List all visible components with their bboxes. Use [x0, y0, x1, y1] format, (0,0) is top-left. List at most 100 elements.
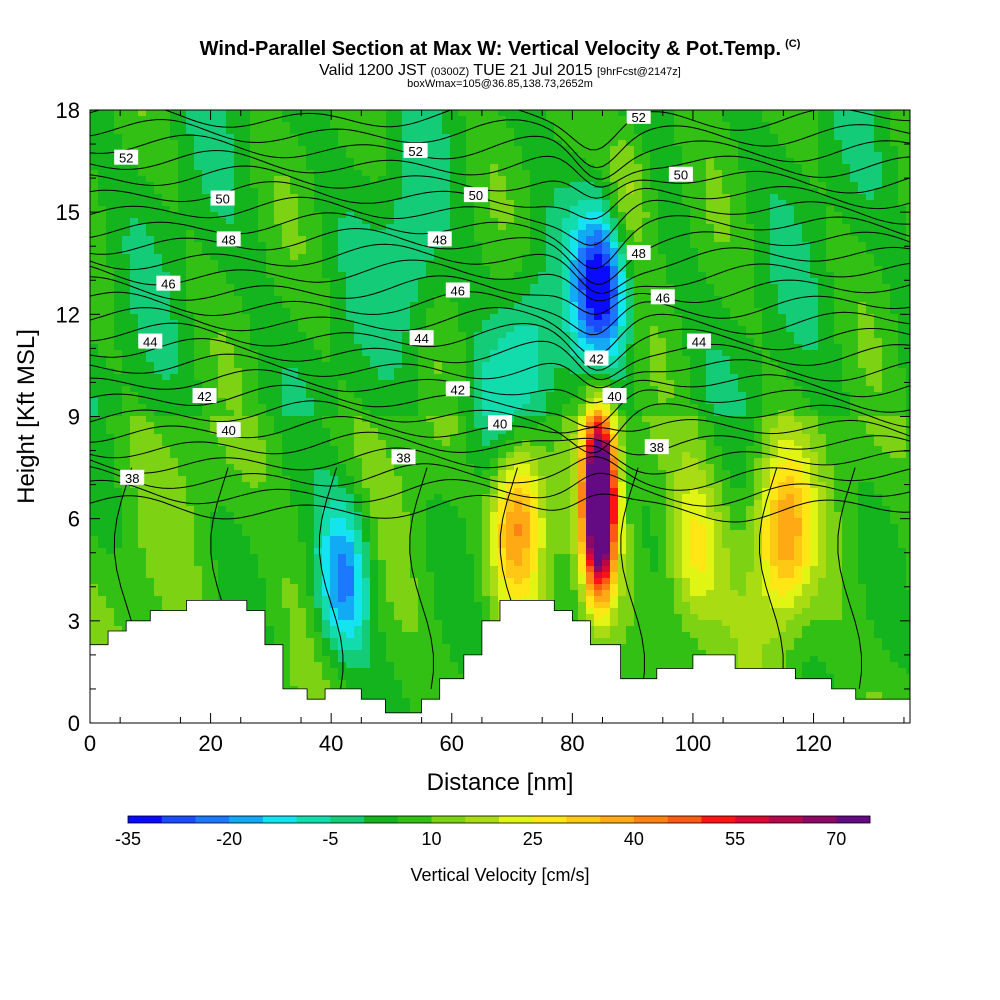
contour-label: 44: [409, 330, 434, 346]
contour-label-text: 52: [119, 151, 133, 166]
colorbar-swatch: [195, 816, 230, 823]
x-tick-label: 80: [560, 731, 584, 756]
contour-label: 52: [114, 149, 139, 166]
theta-contour-line: [90, 445, 910, 475]
colorbar-label: -5: [322, 829, 338, 849]
contour-label-text: 48: [221, 232, 235, 247]
colorbar-label: 55: [725, 829, 745, 849]
contour-label-text: 50: [469, 188, 483, 203]
theta-contour-line: [90, 118, 910, 169]
colorbar-label: 25: [523, 829, 543, 849]
colorbar-swatch: [566, 816, 601, 823]
contour-label-text: 44: [414, 331, 428, 346]
colorbar-swatch: [262, 816, 297, 823]
theta-contour-line: [90, 431, 910, 459]
theta-contour-line: [90, 275, 910, 315]
theta-contour-line: [620, 467, 645, 689]
contour-label-text: 46: [656, 290, 670, 305]
colorbar-swatch: [161, 816, 196, 823]
y-tick-label: 9: [68, 405, 80, 430]
contour-label-text: 40: [493, 416, 507, 431]
box-info: boxWmax=105@36.85,138.73,2652m: [407, 78, 593, 90]
forecast-info: [9hrFcst@2147z]: [596, 66, 681, 78]
contour-label: 50: [668, 166, 693, 183]
contour-label: 42: [584, 350, 609, 367]
contour-label-text: 46: [451, 283, 465, 298]
colorbar-border: [127, 815, 871, 824]
y-axis-title: Height [Kft MSL]: [13, 329, 40, 504]
contour-label-text: 52: [408, 144, 422, 159]
contour-label: 48: [626, 245, 651, 261]
theta-contour-line: [90, 384, 910, 428]
x-tick-label: 120: [795, 731, 832, 756]
contour-label: 48: [216, 231, 241, 247]
contour-label-text: 44: [692, 335, 706, 350]
valid-time: Valid 1200 JST: [319, 62, 427, 79]
theta-contour-line: [318, 467, 344, 689]
contour-label-text: 50: [215, 192, 229, 207]
theta-contour-line: [90, 353, 910, 389]
contour-label: 44: [138, 333, 163, 350]
theta-contour-line: [90, 322, 910, 371]
contour-label-text: 38: [396, 450, 410, 465]
contour-label-text: 52: [631, 110, 645, 125]
contour-label: 44: [686, 333, 711, 350]
contour-label: 48: [427, 231, 452, 247]
colorbar-swatch: [633, 816, 668, 823]
y-tick-label: 18: [56, 98, 80, 123]
theta-contour-line: [90, 472, 910, 507]
theta-contours: [90, 110, 910, 689]
theta-contour-line: [90, 165, 910, 199]
contour-label: 46: [445, 282, 470, 298]
valid-time-z: (0300Z): [430, 66, 470, 78]
colorbar-swatch: [364, 816, 399, 823]
theta-contour-line: [90, 291, 910, 336]
x-tick-label: 100: [675, 731, 712, 756]
contour-label: 38: [644, 439, 669, 455]
x-tick-label: 40: [319, 731, 343, 756]
colorbar-swatch: [836, 816, 871, 823]
theta-contour-line: [90, 369, 910, 404]
theta-contour-line: [90, 338, 910, 381]
colorbar-swatch: [600, 816, 635, 823]
theta-contour-line: [90, 196, 910, 246]
axes: 0 20 40 60 80 100 120 0 3 6 9 12 15 18: [56, 98, 910, 756]
theta-contour-line: [409, 467, 434, 689]
contour-label-text: 38: [125, 471, 139, 486]
contour-label: 50: [463, 187, 488, 203]
theta-contour-line: [837, 467, 863, 689]
colorbar-title: Vertical Velocity [cm/s]: [410, 865, 589, 885]
theta-contour-line: [90, 243, 910, 295]
terrain: [90, 600, 910, 723]
valid-date: TUE 21 Jul 2015: [473, 62, 593, 79]
contour-label: 40: [488, 415, 512, 431]
contour-label-text: 40: [221, 423, 235, 438]
theta-contour-line: [90, 307, 910, 356]
x-tick-label: 60: [440, 731, 464, 756]
colorbar-label: -20: [216, 829, 242, 849]
chart-title: Wind-Parallel Section at Max W: Vertical…: [0, 38, 1000, 61]
contour-label: 52: [403, 142, 428, 159]
contour-label-text: 48: [631, 246, 645, 261]
contour-label: 38: [391, 449, 416, 465]
colorbar-swatch: [431, 816, 466, 823]
contour-label-text: 50: [674, 168, 688, 183]
y-tick-label: 15: [56, 200, 80, 225]
contour-label: 50: [210, 190, 235, 207]
chart-subtitle: Valid 1200 JST (0300Z) TUE 21 Jul 2015 […: [0, 62, 1000, 80]
contour-label-text: 42: [197, 389, 211, 404]
theta-contour-line: [90, 493, 910, 523]
colorbar-swatch: [499, 816, 534, 823]
contour-label-text: 40: [607, 389, 621, 404]
colorbar-swatch: [465, 816, 500, 823]
x-tick-label: 20: [198, 731, 222, 756]
contour-label: 38: [120, 469, 145, 486]
colorbar-label: 10: [422, 829, 442, 849]
colorbar-label: -35: [115, 829, 141, 849]
contour-label-text: 44: [143, 335, 157, 350]
chart-title-text: Wind-Parallel Section at Max W: Vertical…: [199, 38, 782, 60]
colorbar-swatch: [397, 816, 432, 823]
theta-contour-line: [90, 400, 910, 454]
colorbar-swatch: [768, 816, 803, 823]
y-tick-label: 0: [68, 711, 80, 736]
